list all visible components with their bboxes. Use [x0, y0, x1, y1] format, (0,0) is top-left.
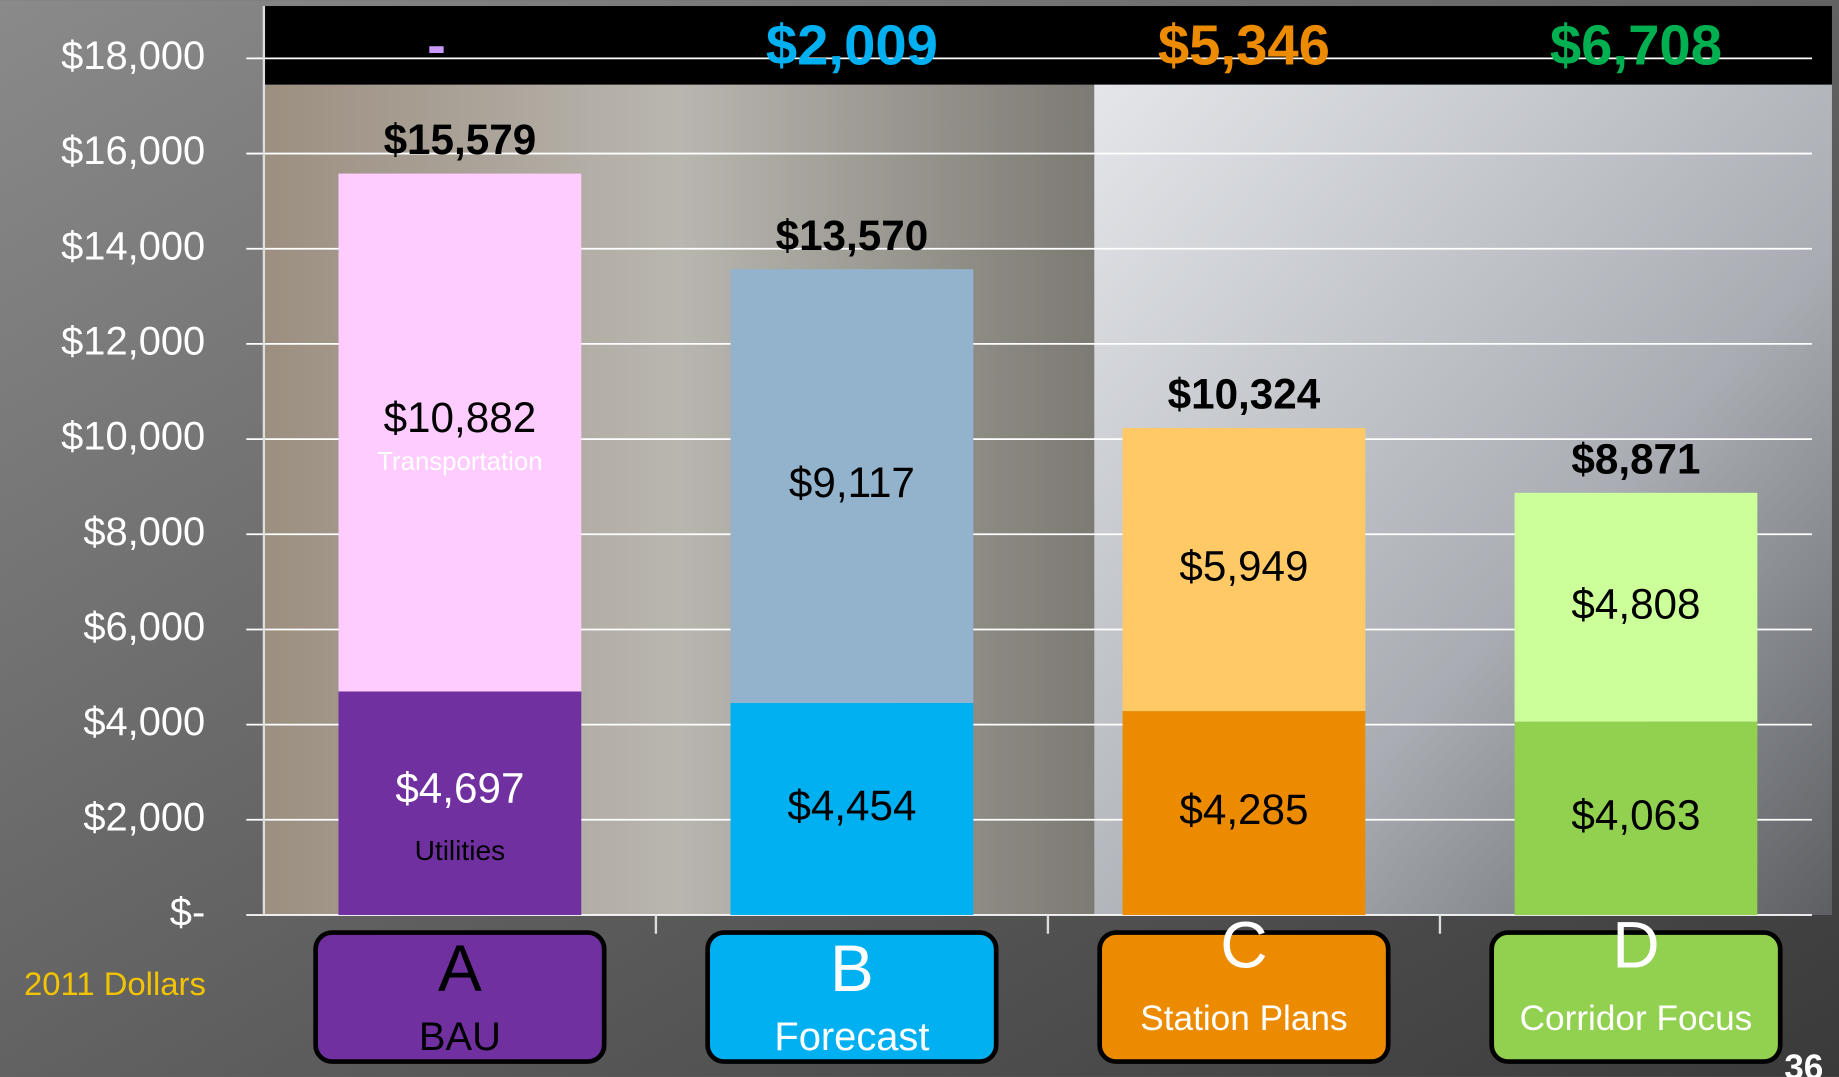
- y-tick-label: $6,000: [83, 605, 205, 649]
- category-sublabel: Station Plans: [1140, 999, 1347, 1038]
- category-letter: D: [1612, 909, 1659, 982]
- category-box: [1097, 930, 1391, 1064]
- category-box: [705, 930, 999, 1064]
- segment-label: $10,882: [384, 394, 537, 441]
- series-name: Transportation: [377, 448, 542, 476]
- category-sublabel: Forecast: [774, 1015, 929, 1059]
- bar-segment: [730, 703, 974, 915]
- savings-label: $5,346: [1158, 13, 1330, 76]
- savings-label: -: [427, 13, 446, 76]
- segment-label: $4,454: [787, 782, 916, 829]
- total-label: $13,570: [776, 212, 929, 259]
- bar-segment: [338, 691, 582, 915]
- series-name: Utilities: [415, 835, 506, 866]
- total-label: $8,871: [1571, 435, 1700, 482]
- page-number: 36: [1784, 1048, 1823, 1077]
- y-tick-label: $16,000: [61, 129, 205, 173]
- category-letter: C: [1220, 909, 1267, 982]
- y-axis-label: 2011 Dollars: [24, 965, 206, 1002]
- segment-label: $4,697: [395, 765, 524, 812]
- bar-segment: [1122, 711, 1366, 915]
- y-tick-label: $12,000: [61, 319, 205, 363]
- category-box: [1489, 930, 1783, 1064]
- category-letter: B: [830, 932, 874, 1005]
- category-sublabel: Corridor Focus: [1520, 999, 1753, 1038]
- bar-segment: [1514, 721, 1758, 915]
- y-tick-label: $-: [170, 891, 205, 935]
- segment-label: $4,063: [1571, 791, 1700, 838]
- y-tick-label: $14,000: [61, 224, 205, 268]
- bar-segment: [1122, 427, 1366, 712]
- category-box: [313, 930, 607, 1064]
- savings-band: [263, 6, 1832, 85]
- y-tick-label: $18,000: [61, 34, 205, 78]
- y-tick-label: $10,000: [61, 415, 205, 459]
- total-label: $10,324: [1168, 371, 1321, 418]
- bar-segment: [1514, 492, 1758, 722]
- bar-segment: [730, 269, 974, 704]
- y-tick-label: $8,000: [83, 510, 205, 554]
- segment-label: $5,949: [1179, 543, 1308, 590]
- segment-label: $9,117: [789, 459, 915, 506]
- bar-segment: [338, 173, 582, 692]
- category-letter: A: [438, 932, 482, 1005]
- segment-label: $4,285: [1179, 786, 1308, 833]
- savings-label: $6,708: [1550, 13, 1722, 76]
- segment-label: $4,808: [1571, 580, 1700, 627]
- y-tick-label: $4,000: [83, 700, 205, 744]
- savings-label: $2,009: [766, 13, 938, 76]
- category-sublabel: BAU: [419, 1015, 501, 1059]
- y-tick-label: $2,000: [83, 795, 205, 839]
- total-label: $15,579: [384, 116, 537, 163]
